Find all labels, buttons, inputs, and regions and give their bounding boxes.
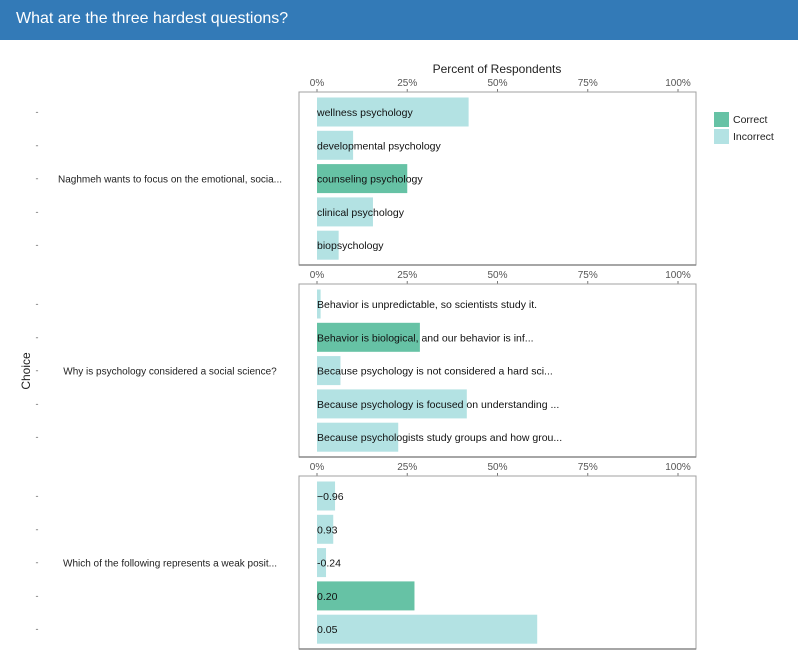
bar-incorrect bbox=[317, 614, 538, 644]
x-tick-label: 25% bbox=[397, 462, 417, 473]
y-tick-dash: - bbox=[36, 240, 39, 250]
choice-label: 0.93 bbox=[317, 524, 338, 536]
legend-label-correct: Correct bbox=[733, 114, 768, 126]
bar-incorrect bbox=[317, 422, 399, 452]
choice-label: wellness psychology bbox=[316, 107, 413, 119]
x-tick-label: 100% bbox=[665, 78, 691, 89]
x-tick-label: 75% bbox=[578, 462, 598, 473]
bar-incorrect bbox=[317, 289, 321, 319]
y-tick-dash: - bbox=[36, 299, 39, 309]
choice-label: Behavior is biological, and our behavior… bbox=[317, 332, 534, 344]
bar-incorrect bbox=[317, 514, 334, 544]
y-tick-dash: - bbox=[36, 366, 39, 376]
y-tick-dash: - bbox=[36, 432, 39, 442]
choice-label: Because psychologists study groups and h… bbox=[317, 432, 562, 444]
x-tick-label: 50% bbox=[487, 462, 507, 473]
x-tick-label: 75% bbox=[578, 270, 598, 281]
question-label: Why is psychology considered a social sc… bbox=[63, 367, 277, 378]
question-label: Naghmeh wants to focus on the emotional,… bbox=[58, 175, 282, 186]
bar-incorrect bbox=[317, 548, 327, 578]
x-tick-label: 0% bbox=[310, 462, 325, 473]
page-title: What are the three hardest questions? bbox=[16, 10, 289, 27]
x-tick-label: 0% bbox=[310, 78, 325, 89]
chart: Percent of Respondents Choice 0% 25% 50% 75% 1… bbox=[19, 62, 774, 650]
x-tick-label: 50% bbox=[487, 78, 507, 89]
bar-incorrect bbox=[317, 97, 469, 127]
x-axis-label: Percent of Respondents bbox=[433, 62, 562, 76]
y-tick-dash: - bbox=[36, 399, 39, 409]
choice-label: 0.20 bbox=[317, 591, 338, 603]
y-axis-label: Choice bbox=[19, 352, 33, 390]
y-tick-dash: - bbox=[36, 558, 39, 568]
y-tick-dash: - bbox=[36, 591, 39, 601]
bar-incorrect bbox=[317, 130, 354, 160]
page-header: What are the three hardest questions? bbox=[0, 0, 798, 40]
y-tick-dash: - bbox=[36, 174, 39, 184]
bar-correct bbox=[317, 164, 408, 194]
choice-label: Behavior is unpredictable, so scientists… bbox=[317, 299, 537, 311]
choice-label: biopsychology bbox=[317, 240, 384, 252]
bar-incorrect bbox=[317, 197, 373, 227]
choice-label: Because psychology is focused on underst… bbox=[317, 399, 559, 411]
choice-label: Because psychology is not considered a h… bbox=[317, 366, 553, 378]
x-tick-label: 75% bbox=[578, 78, 598, 89]
question-label: Which of the following represents a weak… bbox=[63, 559, 277, 570]
bar-incorrect bbox=[317, 481, 336, 511]
y-tick-dash: - bbox=[36, 107, 39, 117]
choice-label: counseling psychology bbox=[317, 174, 423, 186]
y-tick-dash: - bbox=[36, 140, 39, 150]
bar-incorrect bbox=[317, 389, 467, 419]
choice-label: developmental psychology bbox=[317, 140, 441, 152]
legend-swatch-incorrect bbox=[714, 129, 729, 144]
bar-correct bbox=[317, 322, 420, 352]
bar-incorrect bbox=[317, 230, 339, 260]
x-tick-label: 100% bbox=[665, 270, 691, 281]
legend-swatch-correct bbox=[714, 112, 729, 127]
x-tick-label: 25% bbox=[397, 78, 417, 89]
bar-incorrect bbox=[317, 356, 341, 386]
bar-correct bbox=[317, 581, 415, 611]
legend-label-incorrect: Incorrect bbox=[733, 131, 774, 143]
y-tick-dash: - bbox=[36, 524, 39, 534]
y-tick-dash: - bbox=[36, 491, 39, 501]
x-tick-label: 100% bbox=[665, 462, 691, 473]
choice-label: clinical psychology bbox=[317, 207, 405, 219]
choice-label: −0.96 bbox=[317, 491, 344, 503]
x-tick-label: 50% bbox=[487, 270, 507, 281]
y-tick-dash: - bbox=[36, 207, 39, 217]
x-tick-label: 0% bbox=[310, 270, 325, 281]
choice-label: -0.24 bbox=[317, 558, 341, 570]
y-tick-dash: - bbox=[36, 332, 39, 342]
choice-label: 0.05 bbox=[317, 624, 338, 636]
x-tick-label: 25% bbox=[397, 270, 417, 281]
y-tick-dash: - bbox=[36, 624, 39, 634]
